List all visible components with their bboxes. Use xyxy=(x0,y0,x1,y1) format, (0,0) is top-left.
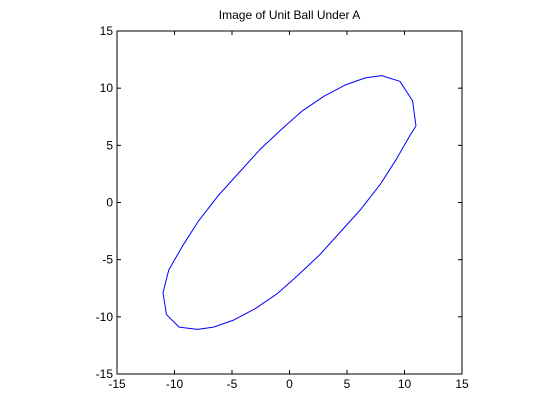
y-tick-label: -15 xyxy=(96,367,114,381)
ellipse-series-line xyxy=(162,75,417,330)
y-tick-label: 15 xyxy=(100,24,114,38)
x-tick-label: -10 xyxy=(166,377,184,391)
y-axis-tick-labels: -15 -10 -5 0 5 10 15 xyxy=(96,24,114,381)
x-axis-ticks xyxy=(116,31,463,374)
x-tick-label: -15 xyxy=(108,377,126,391)
x-tick-label: -5 xyxy=(227,377,238,391)
x-tick-label: 0 xyxy=(286,377,293,391)
plot-area: -15 -10 -5 0 5 10 15 -15 -10 -5 0 5 10 15 xyxy=(96,24,469,391)
chart-title: Image of Unit Ball Under A xyxy=(219,8,360,22)
x-tick-label: 10 xyxy=(398,377,412,391)
x-tick-label: 15 xyxy=(455,377,469,391)
y-tick-label: -10 xyxy=(96,310,114,324)
y-tick-label: 0 xyxy=(106,196,113,210)
x-axis-tick-labels: -15 -10 -5 0 5 10 15 xyxy=(108,377,469,391)
series-layer xyxy=(162,75,417,330)
y-tick-label: 5 xyxy=(106,138,113,152)
axes-box xyxy=(116,30,463,375)
y-tick-label: 10 xyxy=(100,81,114,95)
y-axis-ticks xyxy=(117,30,462,375)
x-tick-label: 5 xyxy=(344,377,351,391)
y-tick-label: -5 xyxy=(102,253,113,267)
